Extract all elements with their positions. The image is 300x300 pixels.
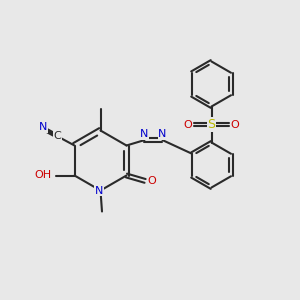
Text: N: N <box>95 185 103 196</box>
Text: OH: OH <box>34 170 51 181</box>
Text: N: N <box>158 129 167 139</box>
Text: N: N <box>140 129 149 139</box>
Text: O: O <box>230 119 239 130</box>
Text: C: C <box>54 130 61 141</box>
Text: S: S <box>208 118 215 131</box>
Text: N: N <box>39 122 47 133</box>
Text: O: O <box>184 119 193 130</box>
Text: O: O <box>147 176 156 186</box>
